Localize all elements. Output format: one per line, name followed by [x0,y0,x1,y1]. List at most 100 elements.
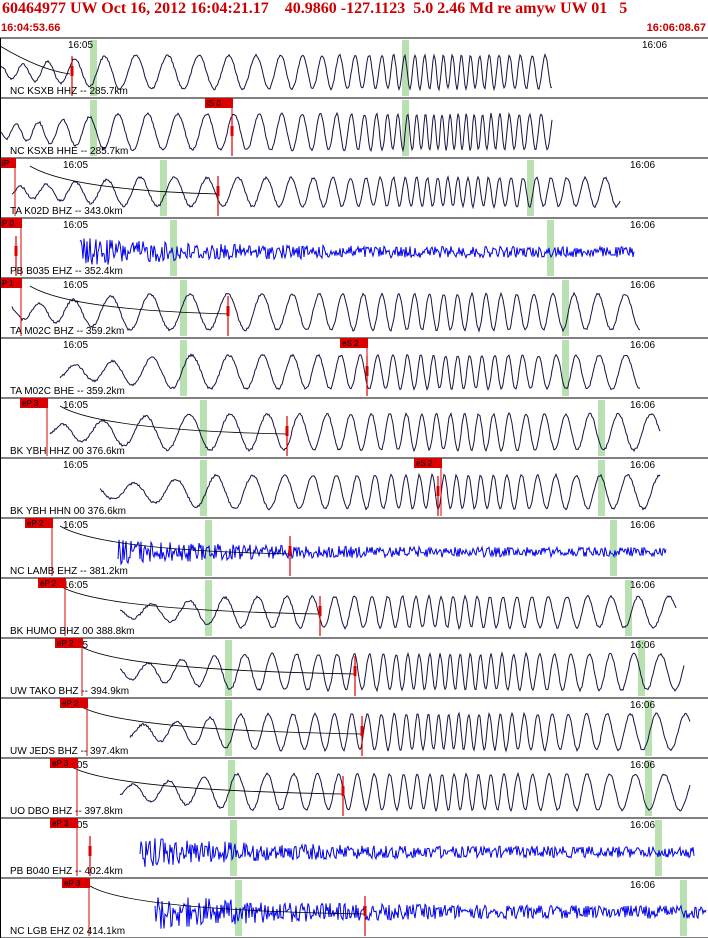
pick-flag-label: eP 3 [52,759,69,768]
waveform-trace [11,291,641,333]
pick-marker [285,426,289,436]
time-tick-label: 16:05 [63,220,88,231]
pick-flag-label: eP 3 [22,399,39,408]
time-window-band [527,160,534,216]
station-label: PB B040 EHZ -- 402.4km [10,866,123,877]
trace-row: iS 0 NC KSXB HHE -- 285.7km [0,98,708,159]
time-tick-label: 16:06 [630,220,655,231]
pick-marker [353,666,357,676]
moveout-curve [89,885,366,915]
station-label: BK HUMO BHZ 00 388.8km [10,626,134,637]
pick-flag [50,818,78,828]
station-label: UW TAKO BHZ -- 394.9km [10,686,129,697]
trace-row: 16:05 16:06 eP 2 BK HUMO BHZ 00 388.8km [0,578,708,639]
time-tick-label: 16:06 [630,820,655,831]
time-window-band [180,280,187,336]
waveform-trace [0,53,553,92]
pick-marker [288,546,292,556]
pick-marker [341,786,345,796]
pick-flag-label: eP 2 [40,579,57,588]
waveform-trace [117,539,667,566]
pick-marker [226,306,230,316]
pick-marker [88,846,92,856]
trace-row: 16:05 16:06 iP TA K02D BHZ -- 343.0km [0,158,708,219]
station-label: BK YBH HHN 00 376.6km [10,506,126,517]
station-label: TA K02D BHZ -- 343.0km [10,206,123,217]
station-label: NC KSXB HHZ -- 285.7km [10,86,128,97]
station-label: UW JEDS BHZ -- 397.4km [10,746,128,757]
waveform-trace [119,771,691,813]
waveform-trace [119,651,685,693]
moveout-curve [29,285,229,315]
waveform-trace [79,238,635,265]
trace-row: 16:05 16:06 P 1 TA M02C BHZ -- 359.2km [0,278,708,339]
time-window-band [225,700,232,756]
event-header: 60464977 UW Oct 16, 2012 16:04:21.17 40.… [0,0,708,36]
pick-flag-label: iP [2,159,9,168]
time-window-band [562,340,569,396]
pick-flag [340,338,368,348]
pick-marker [216,186,220,196]
moveout-curve [79,705,363,735]
pick-marker [14,246,18,256]
trace-row: 16:05 16:06 eP 3 BK YBH HHZ 00 376.6km [0,398,708,459]
time-window-band [160,160,167,216]
time-tick-label: 16:06 [630,160,655,171]
time-window-band [655,820,662,876]
pick-flag [205,98,233,108]
time-tick-label: 16:06 [630,700,655,711]
station-label: TA M02C BHZ -- 359.2km [10,326,124,337]
time-tick-label: 16:05 [63,280,88,291]
pick-flag [62,878,90,888]
moveout-curve [59,585,321,615]
pick-flag-label: eP 2 [62,699,79,708]
time-window-band [562,280,569,336]
waveform-trace [99,472,661,511]
time-tick-label: 16:06 [630,460,655,471]
station-label: BK YBH HHZ 00 376.6km [10,446,125,457]
pick-marker [360,726,364,736]
time-window-band [230,820,237,876]
pick-flag [0,158,16,168]
pick-flag [50,758,78,768]
pick-flag [0,218,22,228]
time-tick-label: 16:06 [630,400,655,411]
station-label: NC LGB EHZ 02 414.1km [10,926,125,937]
time-tick-label: 16:05 [63,580,88,591]
pick-flag-label: eP 3 [64,879,81,888]
waveform-trace [129,711,691,753]
moveout-curve [29,165,219,195]
waveform-trace [0,111,553,153]
time-window-band [402,40,409,96]
station-label: PB B035 EHZ -- 352.4km [10,266,123,277]
time-tick-label: 16:05 [68,40,93,51]
time-tick-label: 16:06 [630,280,655,291]
waveform-trace [49,412,661,453]
pick-flag-label: P 1 [2,279,14,288]
time-tick-label: 16:06 [630,880,655,891]
pick-flag [55,638,83,648]
time-tick-label: 16:06 [630,640,655,651]
moveout-curve [79,645,356,675]
time-tick-label: 16:06 [630,760,655,771]
time-window-band [680,880,687,936]
time-window-band [598,460,605,516]
time-window-band [645,700,652,756]
pick-flag-label: iS 0 [207,99,221,108]
moveout-curve [59,405,288,435]
window-start-time: 16:04:53.66 [1,22,61,34]
time-tick-label: 16:05 [63,460,88,471]
time-tick-label: 16:05 [63,160,88,171]
pick-flag-label: eP 3 [52,819,69,828]
station-label: NC KSXB HHE -- 285.7km [10,146,128,157]
time-window-band [645,760,652,816]
time-window-band [625,580,632,636]
pick-flag [414,458,442,468]
time-tick-label: 16:05 [63,340,88,351]
time-window-band [235,880,242,936]
trace-row: 16:05 16:06 eS 2 BK YBH HHN 00 376.6km [0,458,708,519]
waveform-trace [119,593,677,631]
